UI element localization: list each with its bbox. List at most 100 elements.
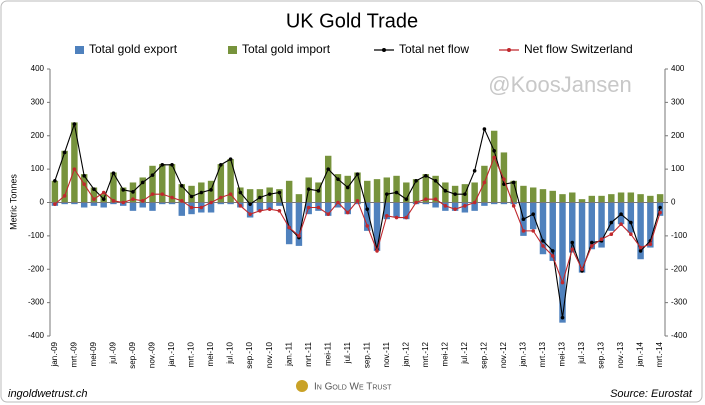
line-marker (199, 190, 204, 195)
line-marker (150, 173, 155, 177)
line-marker (72, 122, 77, 126)
x-tick-label: jul.-13 (577, 341, 586, 364)
line-marker (541, 244, 545, 248)
line-marker (365, 224, 370, 228)
line-marker (492, 155, 496, 160)
line-marker (336, 177, 340, 181)
line-marker (482, 127, 487, 131)
y-tick-label: -200 (28, 264, 45, 273)
bar (217, 164, 225, 203)
logo (296, 380, 308, 392)
line-marker (472, 200, 477, 205)
bar (276, 189, 283, 203)
bar (412, 179, 420, 203)
y-tick-label: 200 (31, 131, 45, 140)
bar (159, 202, 166, 205)
bar (403, 202, 410, 220)
bar (627, 202, 635, 233)
bar (178, 202, 186, 216)
bar (285, 202, 293, 245)
line-marker (619, 212, 623, 216)
line-marker (599, 237, 604, 242)
line-marker (453, 207, 457, 211)
line-marker (433, 179, 438, 183)
bar (217, 202, 225, 205)
line-marker (326, 212, 331, 216)
x-tick-label: jan.-13 (519, 341, 528, 367)
line-marker (345, 210, 350, 215)
bar (608, 194, 615, 203)
bar (598, 202, 605, 248)
bar (237, 187, 244, 203)
x-tick-label: mei-12 (440, 341, 449, 366)
bar (129, 202, 137, 211)
line-marker (658, 205, 662, 210)
x-tick-label: mrt.-10 (187, 341, 196, 367)
bar (637, 202, 644, 260)
legend-swatch (228, 46, 237, 54)
x-tick-label: nov.-12 (499, 341, 508, 368)
line-marker (492, 148, 496, 153)
line-marker (209, 200, 213, 205)
y2-tick-label: -100 (671, 231, 688, 240)
line-marker (355, 199, 360, 203)
bar (334, 202, 342, 208)
bar (149, 202, 156, 211)
line-marker (355, 172, 360, 176)
line-marker (306, 205, 311, 210)
bar (227, 159, 234, 203)
y-tick-label: -100 (28, 231, 45, 240)
bar (324, 202, 332, 216)
line-marker (101, 197, 106, 201)
line-marker (150, 192, 155, 196)
legend-label: Total net flow (399, 42, 469, 56)
bar (100, 202, 107, 208)
bar (578, 199, 586, 203)
bar (637, 194, 644, 203)
legend-label: Total gold import (242, 42, 331, 56)
x-tick-label: jul.-11 (343, 341, 352, 364)
bar (471, 202, 478, 211)
bar (451, 202, 459, 211)
line-marker (140, 180, 145, 185)
bar (256, 202, 264, 211)
line-marker (580, 267, 584, 272)
line-marker (384, 214, 389, 218)
bar (539, 202, 547, 255)
bar (354, 202, 361, 205)
line-marker (619, 222, 623, 226)
bar (80, 174, 88, 203)
line-marker (62, 150, 67, 155)
line-marker (121, 188, 126, 192)
line-marker (521, 217, 526, 221)
line-marker (189, 194, 194, 199)
x-tick-label: jan.-11 (284, 341, 293, 366)
line-marker (267, 192, 272, 196)
bar (656, 194, 664, 203)
bar (110, 202, 117, 205)
bar (188, 185, 195, 203)
bar (227, 202, 234, 205)
bar (617, 192, 625, 203)
x-tick-label: mei-09 (89, 341, 98, 366)
y2-tick-label: -400 (671, 331, 688, 340)
line-marker (111, 171, 116, 175)
y2-tick-label: 200 (671, 131, 685, 140)
x-tick-label: sep.-11 (362, 341, 371, 368)
y2-tick-label: -300 (671, 298, 688, 307)
line-marker (92, 187, 96, 191)
bar (168, 202, 176, 205)
line-marker (189, 205, 194, 210)
line-marker (443, 189, 448, 193)
line-marker (375, 249, 379, 253)
line-marker (511, 204, 516, 208)
line-marker (160, 192, 165, 196)
line-marker (140, 199, 145, 203)
bar (51, 180, 59, 203)
bar (178, 184, 186, 203)
bar (393, 202, 400, 218)
bar (324, 155, 332, 203)
footer-center: In Gold We Trust (314, 382, 392, 393)
